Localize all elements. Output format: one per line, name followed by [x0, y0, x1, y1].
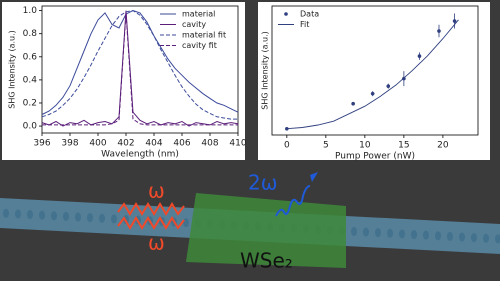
fit-line: [286, 19, 459, 130]
left-panel: [2, 2, 245, 160]
hole: [15, 209, 21, 219]
x-tick-label: 20: [437, 141, 449, 151]
hole: [363, 227, 369, 237]
hole: [183, 218, 189, 228]
legend-label: material fit: [182, 31, 226, 40]
legend-label: cavity: [182, 20, 206, 29]
hole: [75, 212, 81, 222]
x-axis-label: Wavelength (nm): [101, 150, 179, 160]
data-line: [42, 12, 238, 126]
pump-wave: [117, 216, 185, 230]
data-point: [351, 101, 355, 106]
legend-label: material: [182, 10, 215, 19]
x-axis-label: Pump Power (nW): [335, 152, 415, 162]
plot-frame: [41, 5, 239, 134]
x-tick-label: 5: [323, 141, 329, 151]
hole: [399, 229, 405, 239]
x-tick-label: 408: [201, 139, 218, 149]
hole: [435, 231, 441, 241]
hole: [495, 234, 500, 244]
x-tick-label: 10: [359, 141, 371, 151]
omega-label: ω: [148, 179, 165, 203]
hole: [471, 233, 477, 243]
hole: [387, 228, 393, 238]
y-axis-label: SHG Intensity (a.u.): [261, 31, 270, 110]
right-panel: [258, 2, 490, 160]
x-tick-label: 398: [61, 139, 78, 149]
x-tick-label: 400: [89, 139, 106, 149]
omega-label: ω: [148, 231, 165, 255]
x-tick-label: 410: [229, 139, 246, 149]
y-tick-label: 1.0: [23, 6, 38, 16]
x-tick-label: 396: [33, 139, 50, 149]
y-tick-label: 0.6: [23, 52, 38, 62]
second-harmonic-label: 2ω: [248, 171, 277, 195]
hole: [411, 230, 417, 240]
legend-label: Data: [300, 10, 319, 19]
hole: [3, 208, 9, 218]
legend-marker: [284, 12, 288, 16]
y-tick-label: 0.8: [23, 29, 38, 39]
data-line: [41, 10, 239, 127]
data-point: [370, 91, 375, 96]
x-tick-label: 0: [284, 141, 290, 151]
y-axis-label: SHG Intensity (a.u.): [8, 30, 17, 109]
pump-wave: [117, 202, 185, 216]
hole: [423, 230, 429, 240]
hole: [27, 210, 33, 220]
legend-label: cavity fit: [182, 41, 217, 50]
data-line: [41, 10, 239, 115]
hole: [483, 233, 489, 243]
data-point: [417, 54, 422, 58]
shg-wave: [275, 185, 311, 217]
data-point: [452, 19, 457, 23]
y-tick-label: 0.4: [23, 75, 38, 85]
hole: [99, 213, 105, 223]
hole: [447, 231, 453, 241]
hole: [51, 211, 57, 221]
plot-frame: [271, 5, 479, 136]
data-point: [386, 84, 391, 88]
data-line: [41, 10, 238, 120]
hole: [87, 213, 93, 223]
y-tick-label: 0.2: [23, 98, 37, 108]
hole: [375, 228, 381, 238]
hole: [459, 232, 465, 242]
x-tick-label: 402: [117, 139, 134, 149]
wse2-flake: [186, 193, 346, 268]
legend-label: Fit: [300, 20, 309, 29]
x-tick-label: 406: [173, 139, 190, 149]
material-label: WSe₂: [240, 249, 293, 273]
shg-arrow: [310, 172, 318, 182]
x-tick-label: 15: [398, 141, 409, 151]
hole: [63, 211, 69, 221]
hole: [351, 226, 357, 236]
data-point: [437, 29, 441, 33]
y-tick-label: 0.0: [23, 122, 38, 132]
schematic: ω 2ω ω WSe₂: [0, 171, 500, 273]
hole: [39, 210, 45, 220]
hole: [111, 214, 117, 224]
x-tick-label: 404: [145, 139, 162, 149]
